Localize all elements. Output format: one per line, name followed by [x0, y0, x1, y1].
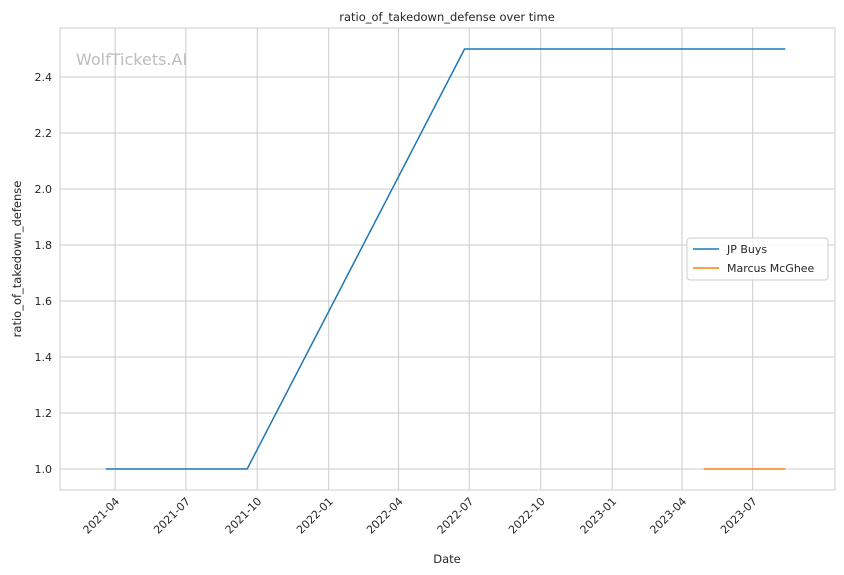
x-tick-label: 2022-01: [294, 495, 336, 537]
series-line-jp-buys: [105, 48, 786, 470]
legend: JP Buys Marcus McGhee: [686, 237, 829, 281]
y-tick-label: 2.4: [35, 71, 53, 84]
x-tick-label: 2022-10: [506, 495, 548, 537]
y-axis-ticks: 1.0 1.2 1.4 1.6 1.8 2.0 2.2 2.4: [35, 71, 53, 476]
legend-box: [686, 237, 829, 281]
chart-title: ratio_of_takedown_defense over time: [339, 10, 555, 24]
x-tick-label: 2021-10: [223, 495, 265, 537]
x-tick-label: 2023-01: [578, 495, 620, 537]
x-tick-label: 2021-04: [81, 495, 123, 537]
y-tick-label: 1.0: [35, 463, 53, 476]
x-tick-label: 2022-04: [364, 495, 406, 537]
legend-label-jp-buys: JP Buys: [726, 243, 767, 256]
x-tick-label: 2022-07: [435, 495, 477, 537]
y-tick-label: 1.2: [35, 407, 53, 420]
x-tick-label: 2023-07: [718, 495, 760, 537]
watermark: WolfTickets.AI: [76, 50, 187, 69]
y-tick-label: 1.8: [35, 239, 53, 252]
y-tick-label: 2.0: [35, 183, 53, 196]
y-tick-label: 1.4: [35, 351, 53, 364]
legend-label-marcus-mcghee: Marcus McGhee: [727, 262, 815, 275]
y-axis-label: ratio_of_takedown_defense: [10, 181, 24, 338]
x-tick-label: 2021-07: [151, 495, 193, 537]
x-axis-label: Date: [433, 552, 461, 566]
x-tick-label: 2023-04: [647, 495, 689, 537]
x-axis-ticks: 2021-04 2021-07 2021-10 2022-01 2022-04 2022-…: [81, 495, 760, 537]
y-tick-label: 1.6: [35, 295, 53, 308]
y-tick-label: 2.2: [35, 127, 53, 140]
series-layer: [105, 48, 786, 470]
